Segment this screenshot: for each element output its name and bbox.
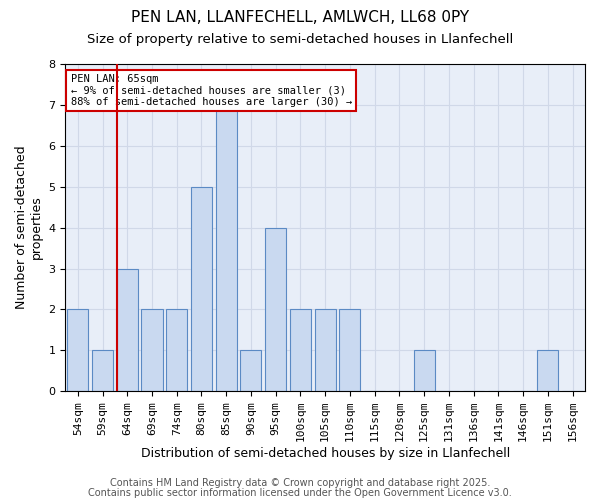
Bar [142,310,163,391]
X-axis label: Distribution of semi-detached houses by size in Llanfechell: Distribution of semi-detached houses by … [140,447,510,460]
Bar [191,186,212,391]
Text: PEN LAN, LLANFECHELL, AMLWCH, LL68 0PY: PEN LAN, LLANFECHELL, AMLWCH, LL68 0PY [131,10,469,25]
Bar [538,350,559,391]
Text: Contains HM Land Registry data © Crown copyright and database right 2025.: Contains HM Land Registry data © Crown c… [110,478,490,488]
Text: Size of property relative to semi-detached houses in Llanfechell: Size of property relative to semi-detach… [87,32,513,46]
Bar [92,350,113,391]
Bar [413,350,434,391]
Bar [265,228,286,391]
Bar [117,268,138,391]
Bar [67,310,88,391]
Bar [314,310,336,391]
Text: Contains public sector information licensed under the Open Government Licence v3: Contains public sector information licen… [88,488,512,498]
Text: PEN LAN: 65sqm
← 9% of semi-detached houses are smaller (3)
88% of semi-detached: PEN LAN: 65sqm ← 9% of semi-detached hou… [71,74,352,107]
Bar [290,310,311,391]
Bar [216,105,237,391]
Y-axis label: Number of semi-detached
properties: Number of semi-detached properties [15,146,43,310]
Bar [241,350,262,391]
Bar [166,310,187,391]
Bar [340,310,361,391]
